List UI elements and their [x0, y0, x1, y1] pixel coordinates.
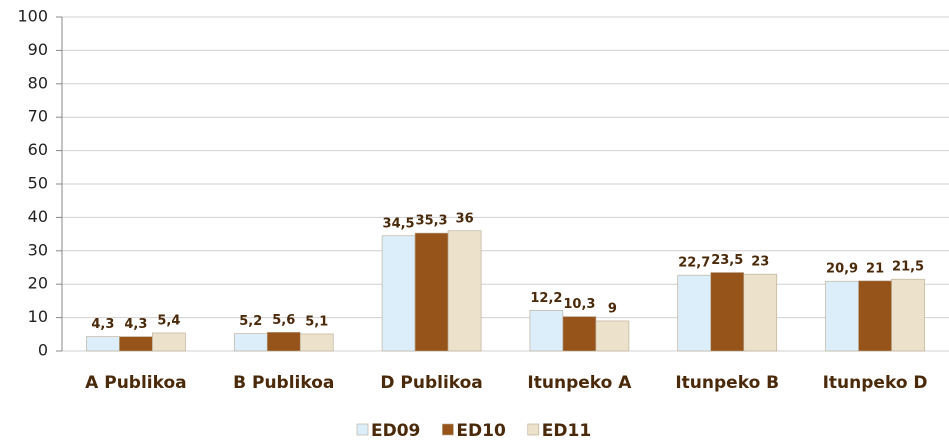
y-tick-label: 60: [28, 140, 48, 159]
y-tick-label: 100: [17, 7, 48, 26]
data-label: 36: [456, 211, 474, 226]
x-tick-label: D Publikoa: [380, 373, 482, 393]
data-label: 22,7: [678, 256, 710, 271]
y-tick-label: 70: [28, 107, 48, 126]
data-label: 12,2: [530, 291, 562, 306]
bar: [266, 331, 301, 352]
legend-label: ED11: [542, 421, 591, 441]
x-tick-label: Itunpeko A: [527, 373, 632, 393]
data-label: 4,3: [124, 317, 147, 332]
data-label: 23: [751, 255, 769, 270]
data-label: 5,2: [239, 314, 262, 329]
bar: [825, 280, 859, 352]
data-label: 9: [608, 301, 617, 316]
x-tick-label: B Publikoa: [233, 373, 334, 393]
bar: [152, 332, 186, 352]
y-tick-label: 30: [28, 240, 48, 259]
data-label: 21,5: [892, 260, 924, 275]
bar: [86, 336, 120, 352]
data-label: 5,4: [157, 313, 180, 328]
data-label: 10,3: [563, 297, 595, 312]
bar: [447, 230, 482, 352]
data-label: 35,3: [416, 214, 448, 229]
bar: [381, 235, 416, 352]
data-label: 21: [866, 261, 884, 276]
bar: [562, 316, 597, 352]
x-tick-label: A Publikoa: [85, 373, 186, 393]
bar: [119, 336, 153, 352]
legend-swatch: [356, 423, 369, 436]
y-tick-label: 90: [28, 40, 48, 59]
bar: [299, 333, 334, 352]
legend-swatch: [442, 423, 454, 436]
y-tick-label: 80: [28, 73, 48, 92]
y-tick-label: 40: [28, 207, 48, 226]
x-tick-label: Itunpeko B: [675, 373, 779, 393]
bar: [677, 274, 712, 352]
bar: [858, 280, 892, 352]
y-tick-label: 0: [38, 341, 48, 360]
data-label: 23,5: [711, 253, 743, 268]
legend-label: ED09: [371, 421, 420, 441]
data-label: 4,3: [91, 317, 114, 332]
data-label: 5,1: [305, 314, 328, 329]
data-label: 5,6: [272, 313, 295, 328]
bar: [529, 309, 564, 352]
y-tick-label: 50: [28, 174, 48, 193]
data-label: 34,5: [383, 216, 415, 231]
legend-swatch: [527, 423, 540, 436]
bar: [891, 278, 925, 352]
bar: [710, 272, 745, 352]
y-tick-label: 20: [28, 274, 48, 293]
bar: [233, 333, 268, 352]
legend-label: ED10: [456, 421, 506, 441]
bar: [595, 320, 630, 352]
bar: [743, 273, 778, 352]
bar: [414, 232, 449, 352]
x-tick-label: Itunpeko D: [823, 373, 928, 393]
data-label: 20,9: [826, 262, 858, 277]
y-tick-label: 10: [28, 307, 48, 326]
